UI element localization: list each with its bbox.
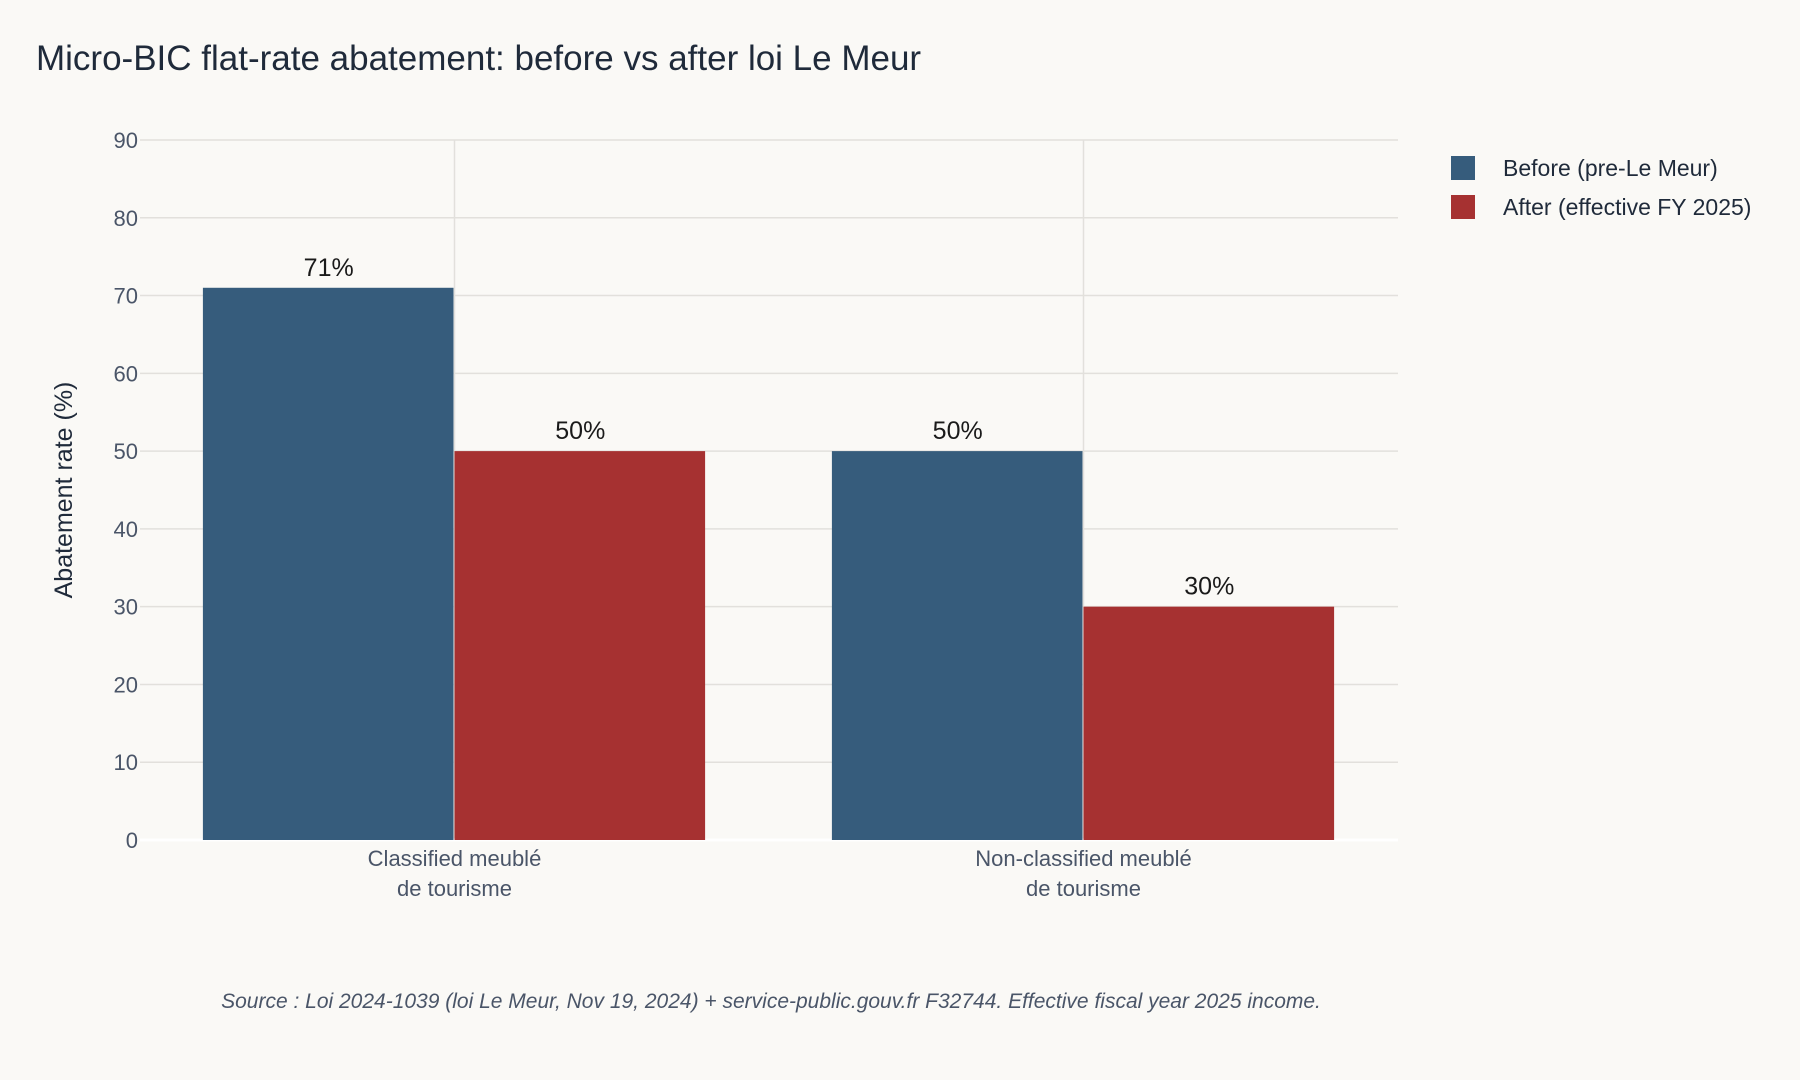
legend-swatch <box>1451 195 1475 219</box>
bar <box>454 451 706 840</box>
legend: Before (pre-Le Meur) After (effective FY … <box>1451 155 1751 220</box>
y-tick-label: 60 <box>114 361 138 386</box>
x-tick-label: Non-classified meublé de tourisme <box>975 846 1191 901</box>
bar <box>831 451 1083 840</box>
bar-value-label: 30% <box>1184 573 1234 601</box>
bar-value-label: 50% <box>933 417 983 445</box>
chart-title: Micro-BIC flat-rate abatement: before vs… <box>36 39 921 78</box>
y-tick-label: 80 <box>114 206 138 231</box>
y-axis-title: Abatement rate (%) <box>50 382 78 599</box>
y-tick-label: 10 <box>114 750 138 775</box>
y-tick-label: 70 <box>114 284 138 309</box>
bars <box>202 287 1335 840</box>
y-tick-label: 50 <box>114 439 138 464</box>
bar-value-label: 71% <box>304 254 354 282</box>
y-tick-label: 90 <box>114 128 138 153</box>
bar-value-label: 50% <box>555 417 605 445</box>
y-tick-label: 20 <box>114 672 138 697</box>
legend-label: After (effective FY 2025) <box>1503 194 1751 220</box>
legend-swatch <box>1451 156 1475 180</box>
y-tick-label: 0 <box>126 828 138 853</box>
bar <box>202 287 454 840</box>
y-tick-labels: 0 10 20 30 40 50 60 70 80 90 <box>114 128 138 853</box>
bar <box>1083 606 1335 840</box>
legend-label: Before (pre-Le Meur) <box>1503 155 1718 181</box>
x-tick-labels: Classified meublé de tourisme Non-classifi… <box>368 846 1192 901</box>
source-note: Source : Loi 2024-1039 (loi Le Meur, Nov… <box>221 990 1321 1013</box>
y-tick-label: 30 <box>114 595 138 620</box>
y-tick-label: 40 <box>114 517 138 542</box>
bar-labels: 71% 50% 50% 30% <box>304 254 1235 601</box>
x-tick-label: Classified meublé de tourisme <box>368 846 542 901</box>
